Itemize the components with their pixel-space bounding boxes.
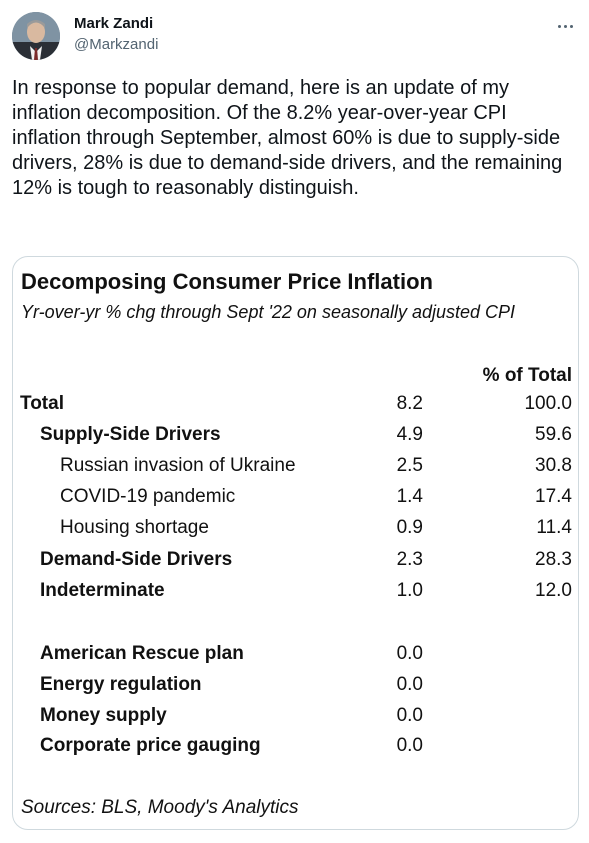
row-label: Indeterminate — [40, 580, 165, 601]
table-row: COVID-19 pandemic 1.4 17.4 — [13, 486, 578, 514]
tweet-header: Mark Zandi @Markzandi — [12, 12, 577, 62]
row-value: 4.9 — [396, 424, 423, 445]
sources-note: Sources: BLS, Moody's Analytics — [21, 797, 299, 818]
tweet-text: In response to popular demand, here is a… — [12, 77, 563, 199]
row-pct: 12.0 — [535, 580, 572, 601]
row-label: Money supply — [40, 705, 167, 726]
table-row: Russian invasion of Ukraine 2.5 30.8 — [13, 455, 578, 483]
row-value: 0.0 — [396, 705, 423, 726]
table-row: Total 8.2 100.0 — [13, 393, 578, 421]
more-horizontal-icon[interactable] — [553, 14, 577, 38]
row-pct: 28.3 — [535, 549, 572, 570]
row-pct: 17.4 — [535, 486, 572, 507]
row-value: 0.0 — [396, 643, 423, 664]
row-value: 8.2 — [396, 393, 423, 414]
row-value: 1.4 — [396, 486, 423, 507]
row-label: COVID-19 pandemic — [60, 486, 236, 507]
table-row: Indeterminate 1.0 12.0 — [13, 580, 578, 608]
row-label: Corporate price gauging — [40, 735, 261, 756]
row-label: Demand-Side Drivers — [40, 549, 233, 570]
row-value: 0.9 — [396, 517, 423, 538]
author-name[interactable]: Mark Zandi — [74, 15, 154, 32]
author-handle[interactable]: @Markzandi — [74, 36, 159, 53]
table-row: Corporate price gauging 0.0 — [13, 735, 578, 763]
pct-of-total-header: % of Total — [482, 365, 572, 386]
row-label: American Rescue plan — [40, 643, 244, 664]
row-label: Housing shortage — [60, 517, 209, 538]
row-value: 2.3 — [396, 549, 423, 570]
table-row: Housing shortage 0.9 11.4 — [13, 517, 578, 545]
row-value: 0.0 — [396, 735, 423, 756]
row-pct: 30.8 — [535, 455, 572, 476]
table-row: Supply-Side Drivers 4.9 59.6 — [13, 424, 578, 452]
row-pct: 11.4 — [536, 517, 572, 538]
row-value: 1.0 — [396, 580, 423, 601]
row-pct: 59.6 — [535, 424, 572, 445]
row-value: 2.5 — [396, 455, 423, 476]
table-row: Demand-Side Drivers 2.3 28.3 — [13, 549, 578, 577]
table-row: American Rescue plan 0.0 — [13, 643, 578, 671]
table-subtitle: Yr-over-yr % chg through Sept '22 on sea… — [21, 302, 516, 322]
avatar[interactable] — [12, 12, 60, 60]
row-label: Total — [20, 393, 64, 414]
table-title: Decomposing Consumer Price Inflation — [21, 269, 433, 294]
table-row: Money supply 0.0 — [13, 705, 578, 733]
row-label: Russian invasion of Ukraine — [60, 455, 296, 476]
table-row: Energy regulation 0.0 — [13, 674, 578, 702]
table-image[interactable]: Decomposing Consumer Price Inflation Yr-… — [12, 256, 579, 830]
row-value: 0.0 — [396, 674, 423, 695]
row-pct: 100.0 — [524, 393, 572, 414]
row-label: Supply-Side Drivers — [40, 424, 221, 445]
row-label: Energy regulation — [40, 674, 202, 695]
